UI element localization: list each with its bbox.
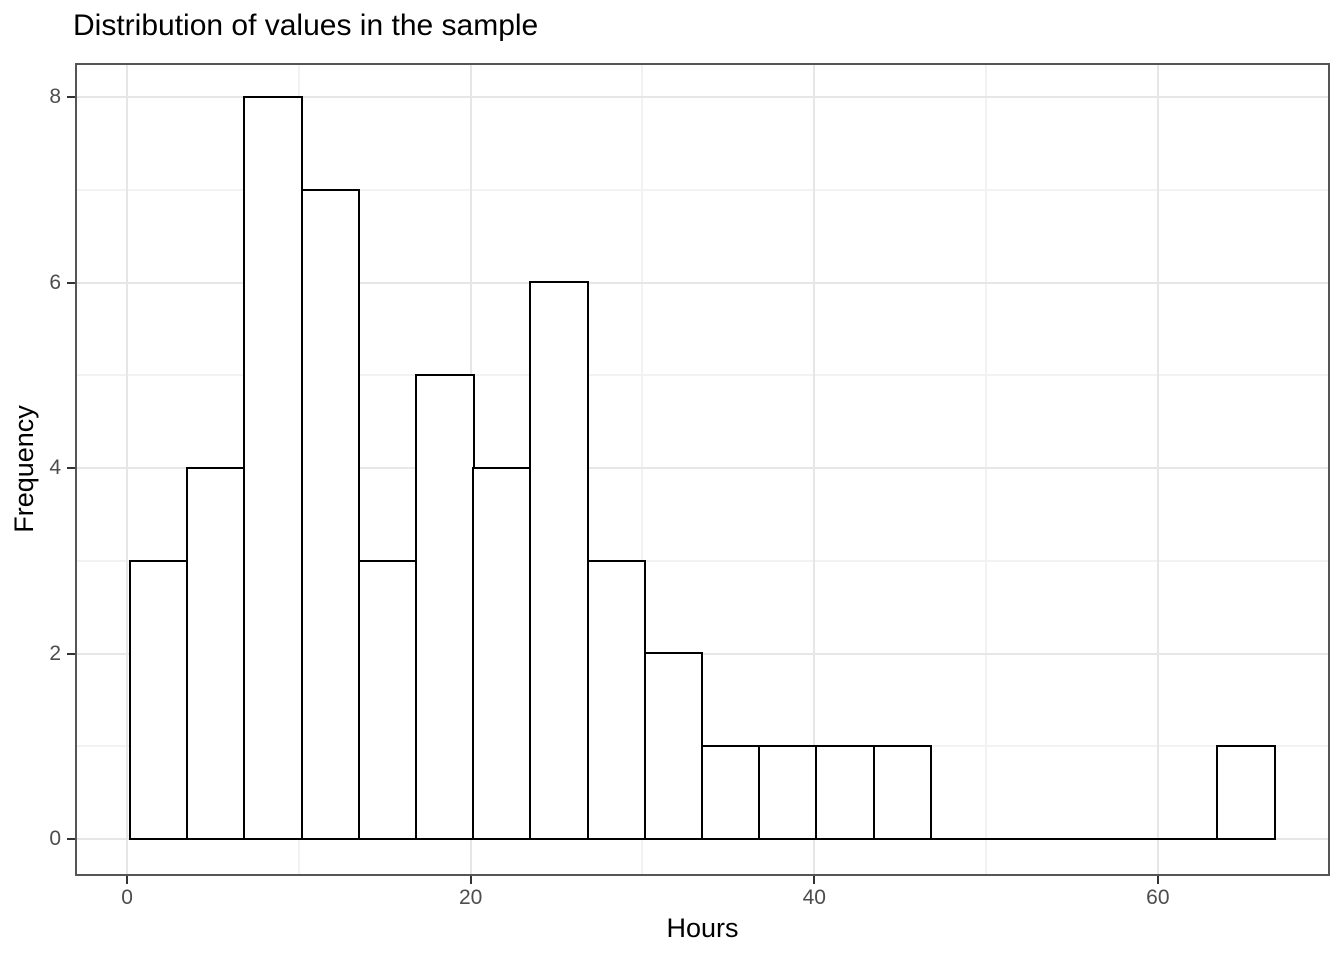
histogram-bar: [700, 744, 761, 841]
histogram-bar: [815, 744, 876, 841]
y-tick-mark: [67, 281, 75, 284]
histogram-bar: [300, 188, 361, 841]
y-tick-mark: [67, 467, 75, 470]
gridline-x-major: [1156, 63, 1159, 876]
y-tick-label: 8: [49, 85, 61, 109]
x-tick-mark: [813, 876, 816, 884]
x-tick-mark: [126, 876, 129, 884]
gridline-x-major: [126, 63, 129, 876]
gridline-y-minor: [75, 374, 1330, 377]
x-tick-label: 40: [802, 886, 826, 909]
gridline-y-major: [75, 96, 1330, 99]
histogram-bar: [243, 96, 304, 841]
gridline-x-minor: [641, 63, 644, 876]
histogram-zero-bin: [1101, 837, 1162, 841]
x-tick-mark: [1156, 876, 1159, 884]
histogram-zero-bin: [987, 837, 1047, 841]
histogram-zero-bin: [1158, 837, 1219, 841]
y-tick-mark: [67, 96, 75, 99]
gridline-y-major: [75, 467, 1330, 470]
y-tick-label: 4: [49, 456, 61, 480]
plot-panel: [75, 63, 1330, 876]
y-tick-mark: [67, 652, 75, 655]
y-axis-title: Frequency: [9, 405, 39, 533]
gridline-y-minor: [75, 189, 1330, 191]
histogram-bar: [472, 466, 532, 841]
gridline-x-minor: [985, 63, 988, 876]
gridline-y-major: [75, 281, 1330, 284]
histogram-bar: [186, 466, 246, 841]
histogram-bar: [586, 559, 647, 841]
gridline-y-minor: [75, 559, 1330, 562]
y-tick-label: 0: [49, 826, 61, 850]
gridline-x-major: [813, 63, 816, 876]
histogram-zero-bin: [1044, 837, 1104, 841]
y-tick-label: 2: [49, 641, 61, 665]
x-axis-title: Hours: [666, 913, 739, 943]
histogram-bar: [758, 744, 818, 841]
y-tick-mark: [67, 837, 75, 840]
x-tick-label: 0: [121, 886, 133, 909]
x-tick-label: 60: [1146, 886, 1170, 909]
histogram-bar: [643, 652, 704, 841]
x-tick-mark: [469, 876, 472, 884]
histogram-bar: [128, 559, 189, 841]
histogram-zero-bin: [929, 837, 990, 841]
histogram-bar: [414, 374, 475, 841]
x-tick-label: 20: [458, 886, 483, 909]
histogram-bar: [1215, 744, 1276, 841]
histogram-bar: [872, 744, 933, 841]
histogram-bar: [529, 281, 590, 841]
plot-title: Distribution of values in the sample: [73, 9, 539, 42]
histogram-bar: [357, 559, 418, 841]
y-tick-label: 6: [49, 270, 61, 294]
